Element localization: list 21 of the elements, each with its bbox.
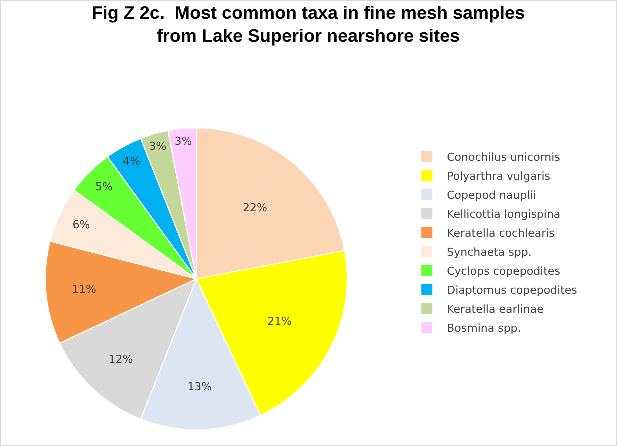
data-label: 3% — [174, 135, 192, 148]
data-label: 12% — [108, 352, 134, 366]
data-label: 11% — [72, 283, 96, 296]
legend-label: Bosmina spp. — [447, 322, 522, 335]
legend-label: Cyclops copepodites — [447, 264, 561, 278]
data-label: 5% — [95, 180, 113, 194]
data-label: 4% — [123, 155, 141, 168]
legend-label: Synchaeta spp. — [447, 246, 532, 259]
legend-label: Kellicottia longispina — [447, 208, 561, 221]
legend-label: Keratella earlinae — [447, 302, 544, 316]
data-label: 13% — [188, 380, 212, 394]
legend-label: Polyarthra vulgaris — [447, 170, 551, 183]
data-label: 6% — [72, 218, 90, 232]
data-label: 21% — [268, 315, 292, 328]
chart-title: Fig Z 2c. Most common taxa in fine mesh samples from Lake Superior nearshore sites — [92, 2, 526, 46]
data-label: 3% — [149, 140, 167, 154]
legend-label: Conochilus unicornis — [447, 150, 561, 164]
data-label: 22% — [243, 202, 268, 215]
legend-label: Keratella cochlearis — [447, 226, 556, 240]
legend-label: Copepod nauplii — [447, 188, 536, 202]
legend-label: Diaptomus copepodites — [447, 284, 578, 297]
